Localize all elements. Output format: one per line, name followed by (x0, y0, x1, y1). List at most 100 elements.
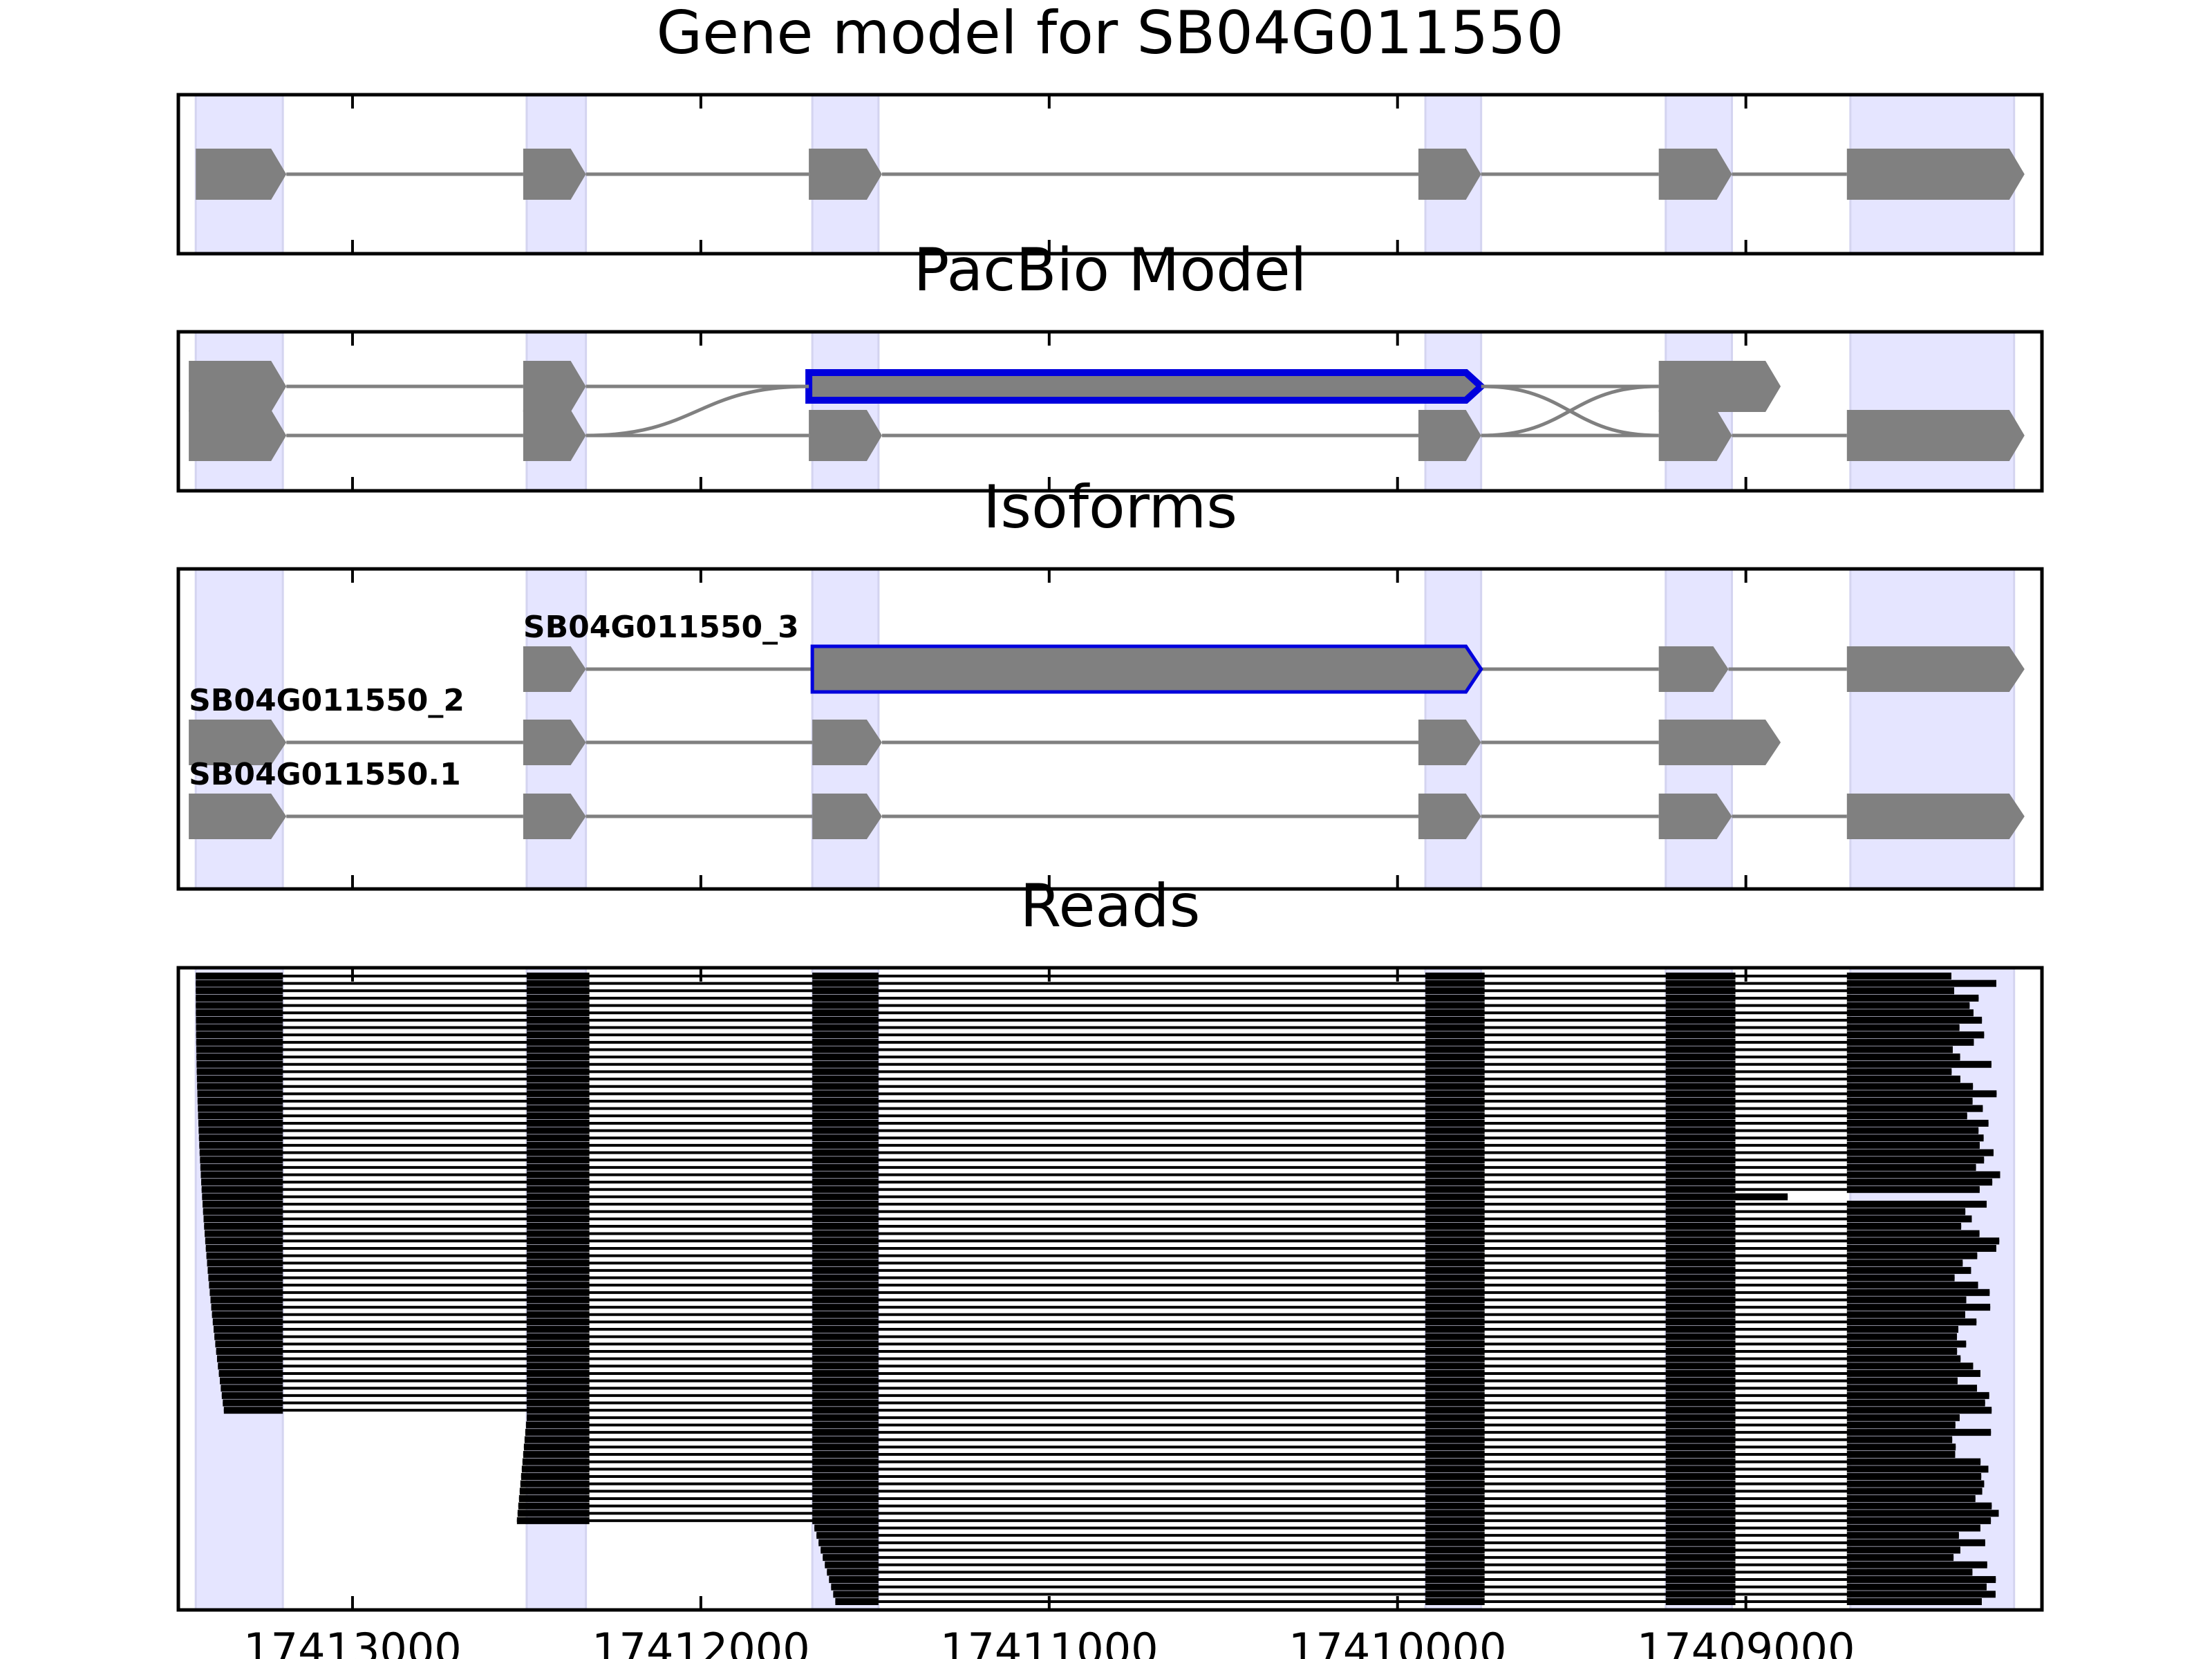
read-row (197, 1090, 1997, 1098)
read-row (521, 1465, 1989, 1473)
panel-title: PacBio Model (913, 236, 1306, 305)
read-row (211, 1304, 1991, 1311)
isoform-label: SB04G011550_2 (189, 683, 465, 718)
read-row (196, 1024, 1960, 1031)
read-row (196, 1046, 1953, 1053)
read-row (196, 1009, 1974, 1017)
reads-group (196, 973, 2000, 1605)
read-row (523, 1443, 1956, 1451)
panel-4: Reads 17413000 17412000 17411000 17410000 174… (176, 872, 2044, 1659)
exon-box (523, 720, 586, 765)
exon-box (810, 644, 1483, 694)
isoform-label: SB04G011550.1 (189, 757, 461, 792)
read-row (205, 1237, 2000, 1245)
read-row (523, 1451, 1956, 1459)
read-row (196, 1038, 1974, 1046)
isoform-label: SB04G011550_3 (523, 610, 799, 645)
read-row (827, 1568, 1973, 1576)
read-row (829, 1576, 1996, 1584)
splice-curve (585, 384, 809, 438)
panel-frame (176, 966, 2044, 1612)
panel-2: PacBio Model (176, 236, 2044, 493)
read-row (526, 1414, 1960, 1421)
panel-title: Reads (1020, 872, 1201, 941)
read-row (516, 1517, 1991, 1524)
read-row (198, 1127, 1979, 1134)
read-row (821, 1546, 1960, 1554)
read-row (202, 1193, 1788, 1201)
exon-box (812, 720, 882, 765)
read-row (205, 1244, 1996, 1252)
read-row (196, 1076, 1960, 1083)
panel-1: Gene model for SB04G011550 (176, 0, 2044, 256)
panel-title: Gene model for SB04G011550 (657, 0, 1564, 68)
splice-curve (1481, 384, 1659, 438)
read-row (825, 1561, 1987, 1568)
panel-title: Isoforms (983, 473, 1237, 542)
read-row (221, 1385, 1978, 1392)
exon-box (1658, 646, 1729, 692)
read-row (525, 1421, 1956, 1429)
read-row (206, 1252, 1978, 1259)
exon-box (1658, 720, 1781, 765)
read-row (816, 1532, 1959, 1539)
read-row (204, 1223, 1962, 1230)
read-row (519, 1488, 1983, 1495)
exon-box (523, 646, 586, 692)
exon-box (1418, 149, 1481, 200)
read-row (199, 1141, 1980, 1149)
read-row (198, 1119, 1989, 1127)
read-row (521, 1473, 1982, 1480)
read-row (218, 1362, 1974, 1370)
read-row (833, 1591, 1996, 1598)
read-row (200, 1171, 2000, 1179)
read-row (196, 1031, 1985, 1039)
read-row (199, 1149, 1994, 1156)
exon-box (189, 720, 287, 765)
transcript (189, 410, 2025, 461)
read-row (203, 1201, 1987, 1208)
transcript (196, 149, 2025, 200)
exon-box (812, 794, 882, 839)
read-row (823, 1554, 1954, 1562)
transcript (189, 361, 1781, 412)
read-row (198, 1112, 1967, 1120)
exon-box (1418, 720, 1481, 765)
read-row (196, 1016, 1983, 1024)
read-row (198, 1134, 1984, 1142)
read-row (216, 1355, 1961, 1362)
transcript: SB04G011550_3 (523, 610, 2025, 694)
transcript: SB04G011550_2 (189, 683, 1781, 765)
read-row (221, 1391, 1989, 1399)
x-tick-label: 17413000 (243, 1624, 462, 1659)
read-row (212, 1311, 1965, 1318)
read-row (203, 1208, 1966, 1215)
transcript: SB04G011550.1 (189, 757, 2025, 839)
read-row (197, 1082, 1974, 1090)
exon-box (523, 149, 586, 200)
read-row (196, 1068, 1952, 1076)
read-row (518, 1502, 1992, 1510)
read-row (196, 1053, 1960, 1061)
exon-box (189, 410, 287, 461)
read-row (207, 1259, 1963, 1267)
read-row (524, 1436, 1953, 1443)
read-row (201, 1185, 1980, 1193)
exon-box (196, 149, 287, 200)
read-row (196, 1060, 1991, 1068)
splice-connectors (585, 384, 1659, 438)
exon-box (809, 410, 882, 461)
read-row (197, 1098, 1973, 1105)
exon-box (1418, 794, 1481, 839)
x-tick-label: 17412000 (592, 1624, 810, 1659)
read-row (518, 1494, 1976, 1502)
read-row (831, 1583, 1987, 1591)
read-row (207, 1266, 1971, 1274)
exon-box (805, 369, 1487, 404)
read-row (223, 1399, 1985, 1407)
panel-frame (176, 567, 2044, 891)
x-tick-label: 17409000 (1637, 1624, 1855, 1659)
exon-box (189, 794, 287, 839)
read-row (200, 1163, 1976, 1171)
